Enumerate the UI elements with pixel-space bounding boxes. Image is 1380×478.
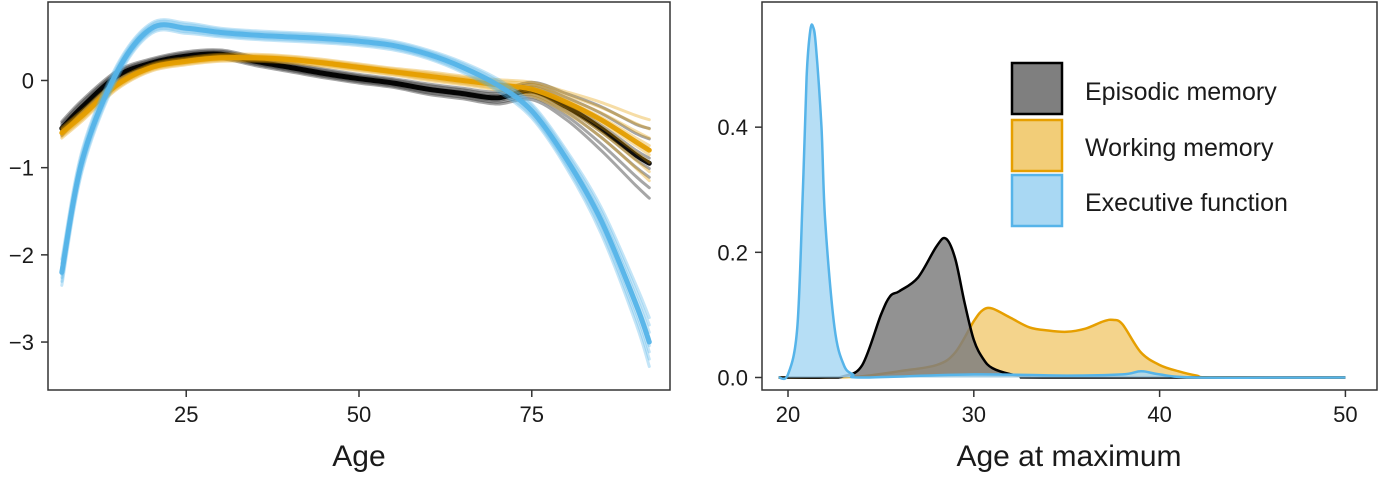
line-executive-sample-5 xyxy=(60,22,651,340)
left-y-tick-label: −1 xyxy=(9,156,34,181)
right-y-axis: 0.0 0.2 0.4 xyxy=(717,115,762,390)
left-series-group xyxy=(59,18,652,368)
line-working-sample-5 xyxy=(60,55,651,148)
left-y-tick-label: −2 xyxy=(9,243,34,268)
line-working-sample-6 xyxy=(60,54,651,140)
line-working-sample-8 xyxy=(60,52,651,130)
line-executive-sample-7 xyxy=(60,19,651,327)
left-y-tick-label: 0 xyxy=(22,68,34,93)
density-executive xyxy=(778,23,1346,381)
line-episodic-sample-8 xyxy=(60,48,651,130)
legend-label-episodic: Episodic memory xyxy=(1085,78,1277,106)
right-panel-density: 20 30 40 50 0.0 0.2 0.4 Age at maximum Episod… xyxy=(717,1,1378,473)
density-area-working xyxy=(778,307,1346,378)
legend-label-working: Working memory xyxy=(1085,134,1274,162)
left-panel-trajectories: 25 50 75 0 −1 −2 −3 Age xyxy=(9,1,671,473)
left-x-tick-label: 25 xyxy=(174,402,198,427)
left-x-axis-title: Age xyxy=(332,440,385,473)
right-y-tick-label: 0.4 xyxy=(717,115,748,140)
right-x-axis: 20 30 40 50 xyxy=(776,390,1358,427)
line-working-sample-0 xyxy=(60,59,651,183)
right-panel-frame xyxy=(761,1,1378,391)
density-line-executive xyxy=(778,23,1346,381)
legend-swatch-episodic xyxy=(1010,61,1064,116)
left-x-axis: 25 50 75 xyxy=(174,390,544,427)
line-episodic-sample-7 xyxy=(60,49,651,141)
legend-swatch-working xyxy=(1010,118,1064,173)
density-area-episodic xyxy=(778,237,1346,378)
left-x-tick-label: 50 xyxy=(347,402,371,427)
line-working-sample-7 xyxy=(60,53,651,131)
density-area-executive xyxy=(778,24,1346,379)
legend-swatch-executive xyxy=(1010,173,1064,228)
right-y-tick-label: 0.2 xyxy=(717,240,748,265)
left-x-tick-label: 75 xyxy=(520,402,544,427)
line-executive-sample-6 xyxy=(60,21,651,334)
right-x-axis-title: Age at maximum xyxy=(956,440,1181,473)
line-executive-sample-8 xyxy=(60,18,651,320)
legend-label-executive: Executive function xyxy=(1085,189,1288,217)
right-y-tick-label: 0.0 xyxy=(717,365,748,390)
right-series-group xyxy=(778,23,1346,381)
line-executive-sample-0 xyxy=(60,28,651,368)
right-x-tick-label: 20 xyxy=(776,402,800,427)
right-x-tick-label: 50 xyxy=(1333,402,1357,427)
line-working-sample-4 xyxy=(59,54,652,153)
line-executive-sample-1 xyxy=(60,26,651,361)
left-y-tick-label: −3 xyxy=(9,330,34,355)
series-working xyxy=(59,52,652,183)
series-executive xyxy=(59,18,652,368)
line-episodic-sample-4 xyxy=(59,51,652,166)
left-y-axis: 0 −1 −2 −3 xyxy=(9,68,48,355)
line-executive-sample-4 xyxy=(59,22,652,345)
right-x-tick-label: 40 xyxy=(1147,402,1171,427)
legend: Episodic memory Working memory Executive… xyxy=(1010,61,1288,228)
right-x-tick-label: 30 xyxy=(962,402,986,427)
